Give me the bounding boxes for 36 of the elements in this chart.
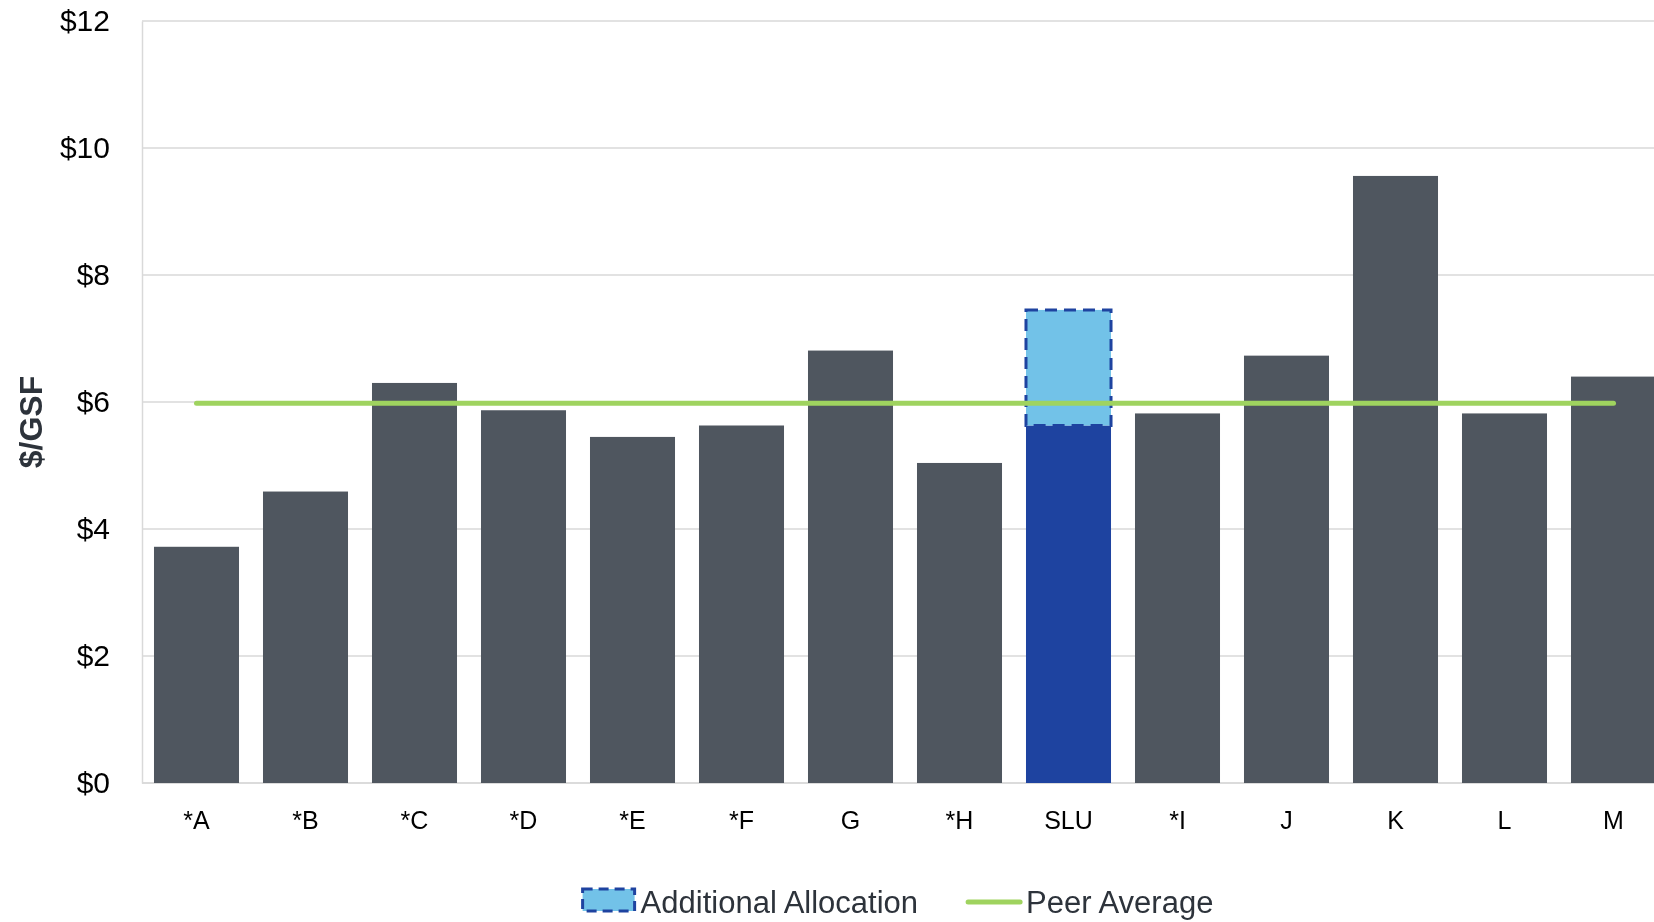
legend-label: Additional Allocation [640, 885, 919, 920]
x-tick-label: G [840, 805, 861, 834]
bar [1134, 413, 1221, 783]
x-tick-label: *A [183, 805, 211, 834]
bar [1243, 355, 1330, 783]
y-axis-title: $/GSF [13, 375, 49, 469]
x-tick-label: *C [400, 805, 429, 834]
y-tick-label: $6 [76, 385, 110, 419]
y-tick-label: $12 [59, 4, 110, 38]
x-tick-label: SLU [1044, 805, 1093, 834]
x-tick-label: K [1387, 805, 1405, 834]
bar [480, 410, 567, 783]
bar [698, 425, 785, 783]
y-tick-label: $0 [76, 766, 110, 800]
bar [371, 382, 458, 783]
bar [1461, 413, 1548, 783]
x-tick-label: *D [509, 805, 538, 834]
x-tick-label: *I [1169, 805, 1186, 834]
y-tick-label: $10 [59, 131, 110, 165]
bar [807, 350, 894, 783]
x-tick-label: *H [945, 805, 974, 834]
y-tick-label: $8 [76, 258, 110, 292]
legend-label: Peer Average [1026, 885, 1214, 920]
x-tick-label: *E [619, 805, 646, 834]
bar [262, 491, 349, 783]
bar [916, 462, 1003, 783]
bar [589, 436, 676, 783]
x-tick-label: M [1603, 805, 1624, 834]
x-tick-label: *F [729, 805, 754, 834]
y-tick-label: $4 [76, 512, 110, 546]
bar [1352, 175, 1439, 783]
y-tick-label: $2 [76, 639, 110, 673]
bar [153, 546, 240, 783]
x-tick-label: *B [292, 805, 319, 834]
x-tick-label: L [1497, 805, 1512, 834]
x-tick-label: J [1280, 805, 1293, 834]
